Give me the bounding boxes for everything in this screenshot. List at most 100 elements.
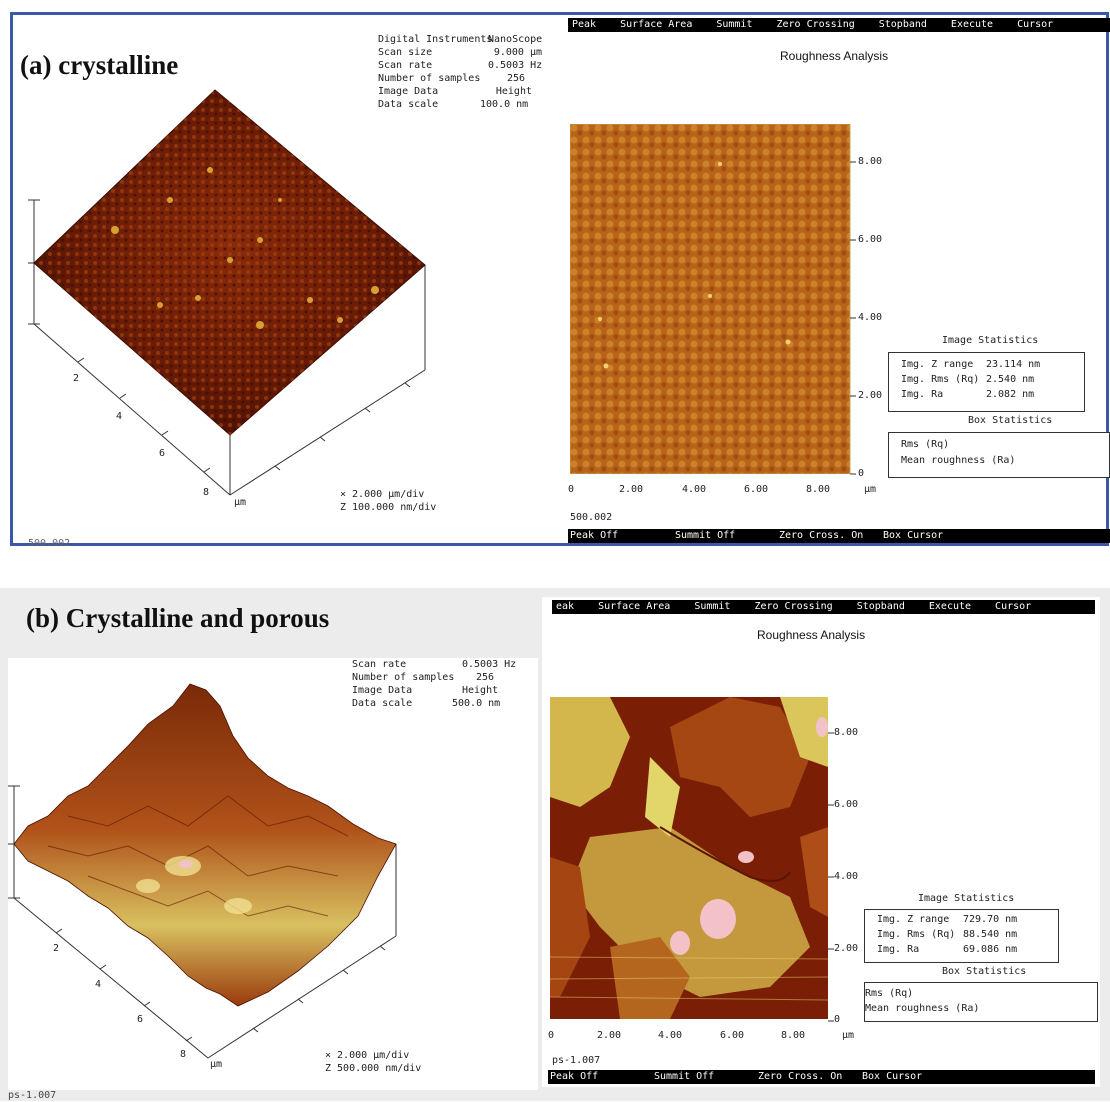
y-tick-label: 2.00 [858, 390, 883, 401]
panel-a-image-stats-title: Image Statistics [942, 335, 1039, 346]
panel-a-3d-surface-plot [28, 89, 426, 496]
info-key: Data scale [352, 698, 413, 709]
info-key: Image Data [352, 685, 413, 696]
info-value: 100.0 nm [480, 99, 529, 110]
panel-b-3d-tick: 2 [53, 943, 60, 954]
panel-a-3d-tick: 6 [159, 448, 166, 459]
x-tick-label: 8.00 [806, 484, 831, 495]
panel-b-menu-bar: eak Surface Area Summit Zero Crossing St… [552, 600, 1095, 614]
panel-a-box-stats-box: Rms (Rq) Mean roughness (Ra) [888, 432, 1110, 478]
info-value: Height [462, 685, 499, 696]
menu-item-execute[interactable]: Execute [928, 601, 972, 612]
status-summit: Summit Off [654, 1071, 715, 1082]
status-box-cursor: Box Cursor [862, 1071, 923, 1082]
info-key: Image Data [378, 86, 439, 97]
status-summit: Summit Off [675, 530, 736, 541]
menu-item-summit[interactable]: Summit [694, 601, 731, 612]
panel-b-corner-label: ps-1.007 [8, 1090, 57, 1101]
menu-item-zero-crossing[interactable]: Zero Crossing [754, 601, 833, 612]
panel-b-analysis-title: Roughness Analysis [757, 628, 866, 642]
stat-value: 2.540 nm [986, 374, 1035, 385]
panel-b-3d-tick: 4 [95, 979, 102, 990]
panel-b-3d-tick: 6 [137, 1014, 144, 1025]
menu-item-peak[interactable]: Peak [572, 19, 597, 30]
menu-item-peak[interactable]: eak [556, 601, 575, 612]
info-value: 9.000 µm [493, 47, 542, 58]
info-key: Digital Instruments [378, 34, 493, 45]
x-tick-label: 0 [568, 484, 575, 495]
info-key: Scan rate [378, 60, 433, 71]
info-value: 0.5003 Hz [462, 659, 517, 670]
box-stat-label: Mean roughness (Ra) [865, 1003, 980, 1014]
panel-b-box-stats-title: Box Statistics [942, 966, 1027, 977]
y-tick-label: 0 [858, 468, 865, 479]
menu-item-execute[interactable]: Execute [950, 19, 994, 30]
menu-item-summit[interactable]: Summit [716, 19, 753, 30]
panel-b-height-image [550, 697, 829, 1019]
info-value: 256 [475, 672, 494, 683]
panel-a-3d-tick: 8 [203, 487, 210, 498]
menu-item-surface-area[interactable]: Surface Area [598, 601, 671, 612]
info-value: 256 [506, 73, 525, 84]
panel-a-info: Digital Instruments NanoScope Scan size 9.… [378, 33, 548, 111]
panel-a-height-image [570, 124, 851, 474]
x-tick-label: 0 [548, 1030, 555, 1041]
y-tick-label: 4.00 [858, 312, 883, 323]
stat-label: Img. Z range [901, 359, 974, 370]
menu-item-cursor[interactable]: Cursor [1017, 19, 1054, 30]
menu-item-surface-area[interactable]: Surface Area [620, 19, 693, 30]
menu-item-cursor[interactable]: Cursor [995, 601, 1032, 612]
panel-b-image-stats-box: Img. Z range 729.70 nm Img. Rms (Rq) 88.54… [864, 909, 1059, 963]
y-tick-label: 6.00 [858, 234, 883, 245]
info-value: 0.5003 Hz [488, 60, 543, 71]
status-zero-cross: Zero Cross. On [779, 530, 864, 541]
panel-b-info: Scan rate 0.5003 Hz Number of samples 256 … [352, 658, 522, 710]
y-tick-label: 2.00 [834, 943, 859, 954]
stat-label: Img. Z range [877, 914, 950, 925]
x-tick-label: 4.00 [658, 1030, 683, 1041]
x-tick-label: 6.00 [720, 1030, 745, 1041]
y-tick-label: 0 [834, 1014, 841, 1025]
stat-value: 729.70 nm [963, 914, 1018, 925]
panel-b-box-stats-box: Rms (Rq) Mean roughness (Ra) [864, 982, 1098, 1022]
stat-value: 88.540 nm [963, 929, 1018, 940]
panel-a-box-stats-title: Box Statistics [968, 415, 1053, 426]
stat-label: Img. Ra [901, 389, 944, 400]
status-zero-cross: Zero Cross. On [758, 1071, 843, 1082]
y-tick-label: 8.00 [858, 156, 883, 167]
info-key: Number of samples [352, 672, 455, 683]
panel-b-y-axis [828, 732, 834, 1022]
y-tick-label: 6.00 [834, 799, 859, 810]
x-tick-label: 2.00 [619, 484, 644, 495]
box-stat-label: Rms (Rq) [901, 439, 950, 450]
menu-item-stopband[interactable]: Stopband [856, 601, 905, 612]
stat-value: 69.086 nm [963, 944, 1018, 955]
panel-b-title: (b) Crystalline and porous [26, 603, 330, 633]
panel-a-file-label: 500.002 [570, 512, 613, 523]
panel-a-scale-z: Z 100.000 nm/div [340, 502, 437, 513]
stat-label: Img. Ra [877, 944, 920, 955]
status-peak: Peak Off [570, 530, 619, 541]
status-peak: Peak Off [550, 1071, 599, 1082]
panel-a-status-bar: Peak Off Summit Off Zero Cross. On Box C… [568, 529, 1110, 543]
panel-a-corner-label: 500.002 [28, 538, 71, 549]
panel-a-scale-x: × 2.000 µm/div [340, 489, 425, 500]
x-unit-label: µm [864, 484, 877, 495]
x-tick-label: 6.00 [744, 484, 769, 495]
panel-b-3d-tick: 8 [180, 1049, 187, 1060]
menu-item-stopband[interactable]: Stopband [878, 19, 927, 30]
panel-a-title: (a) crystalline [20, 50, 179, 80]
info-key: Scan size [378, 47, 433, 58]
panel-a-3d-unit: µm [234, 497, 247, 508]
panel-a-3d-tick: 2 [73, 373, 80, 384]
status-box-cursor: Box Cursor [883, 530, 944, 541]
x-tick-label: 4.00 [682, 484, 707, 495]
info-key: Scan rate [352, 659, 407, 670]
stat-value: 23.114 nm [986, 359, 1041, 370]
panel-a-menu-bar: Peak Surface Area Summit Zero Crossing S… [568, 18, 1110, 32]
panel-b-status-bar: Peak Off Summit Off Zero Cross. On Box C… [548, 1070, 1095, 1084]
stat-label: Img. Rms (Rq) [901, 374, 980, 385]
menu-item-zero-crossing[interactable]: Zero Crossing [776, 19, 855, 30]
x-tick-label: 8.00 [781, 1030, 806, 1041]
panel-b-image-stats-title: Image Statistics [918, 893, 1015, 904]
